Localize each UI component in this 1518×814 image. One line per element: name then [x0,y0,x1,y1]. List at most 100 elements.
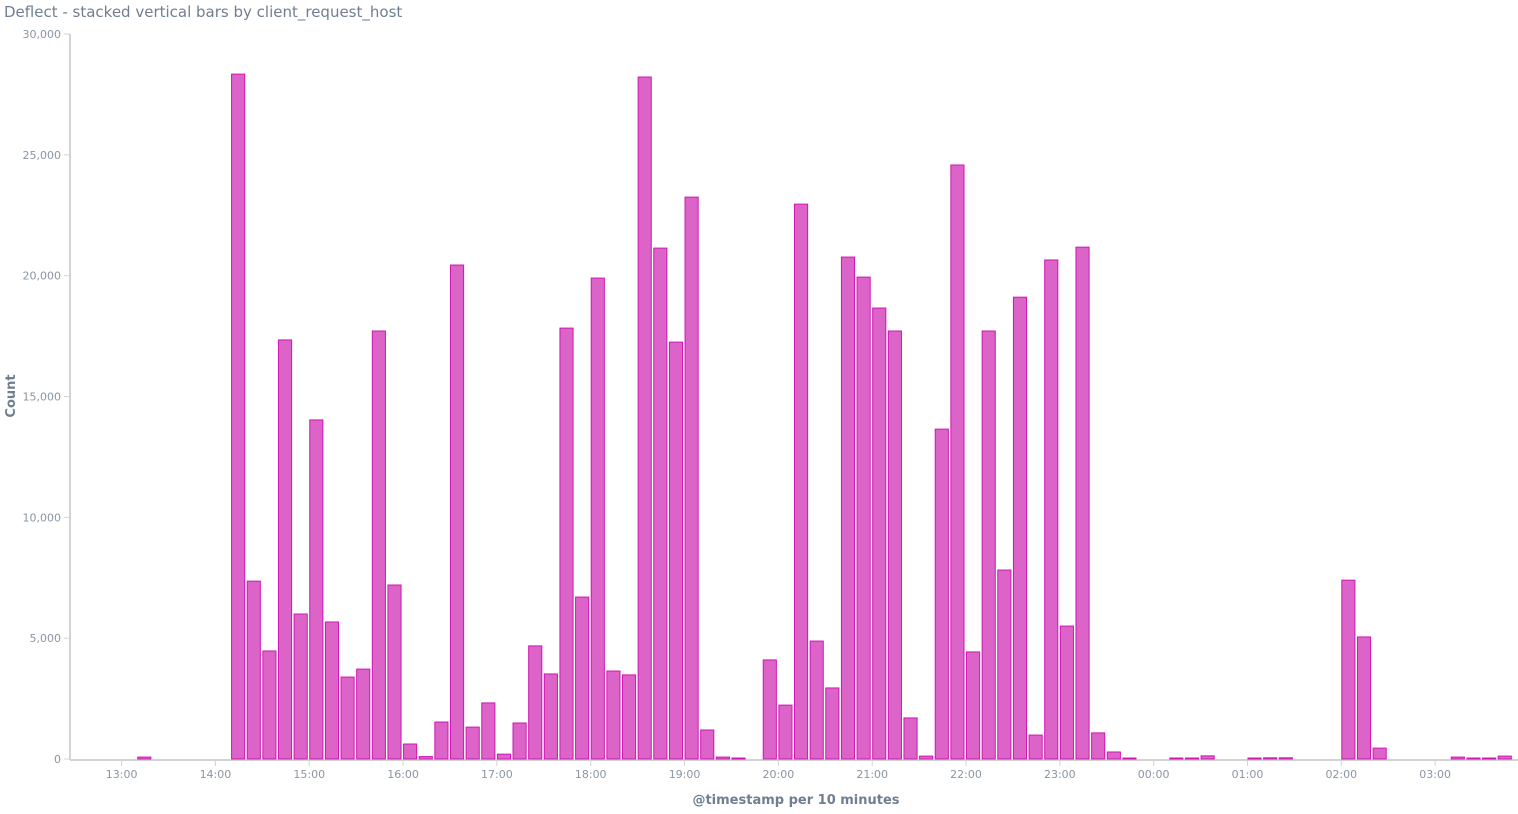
x-tick-label: 17:00 [481,768,513,781]
bar-13:10[interactable] [137,756,152,760]
x-tick-label: 18:00 [575,768,607,781]
bar-03:20[interactable] [1466,757,1481,760]
bar-14:50[interactable] [293,613,308,760]
bar-20:30[interactable] [825,687,840,760]
bar-17:40[interactable] [559,327,574,760]
bar-16:40[interactable] [465,726,480,760]
bar-19:50[interactable] [762,659,777,760]
bar-23:00[interactable] [1059,625,1074,760]
bar-03:40[interactable] [1497,755,1512,760]
bar-01:20[interactable] [1278,757,1293,760]
bar-18:20[interactable] [621,674,637,760]
bar-18:10[interactable] [606,670,621,760]
bar-17:20[interactable] [528,645,543,760]
x-tick-label: 02:00 [1325,768,1357,781]
bar-22:40[interactable] [1028,734,1043,760]
y-tick-label: 0 [54,753,61,766]
bar-15:10[interactable] [324,621,340,760]
bar-19:10[interactable] [700,729,715,760]
bar-19:30[interactable] [731,757,746,760]
bar-15:20[interactable] [340,676,355,760]
bar-15:40[interactable] [371,330,386,760]
bar-14:20[interactable] [246,580,261,760]
bar-16:20[interactable] [434,721,449,760]
bar-19:20[interactable] [715,756,730,760]
y-tick-label: 15,000 [23,391,62,404]
chart-title: Deflect - stacked vertical bars by clien… [4,3,403,21]
x-tick-label: 16:00 [387,768,419,781]
bar-22:20[interactable] [997,569,1012,760]
bar-00:10[interactable] [1169,757,1184,760]
bar-17:50[interactable] [575,596,590,760]
y-axis-label: Count [4,374,19,417]
bar-18:00[interactable] [590,277,605,760]
bar-16:00[interactable] [403,743,418,760]
x-axis-label: @timestamp per 10 minutes [692,793,899,808]
x-tick-label: 14:00 [200,768,232,781]
x-tick-label: 15:00 [293,768,325,781]
y-tick-label: 10,000 [23,511,62,524]
bar-16:50[interactable] [481,702,496,760]
y-tick-label: 25,000 [23,149,62,162]
bar-15:30[interactable] [356,668,371,760]
x-tick-label: 22:00 [950,768,982,781]
bar-20:40[interactable] [840,256,856,760]
x-tick-label: 20:00 [763,768,795,781]
x-tick-label: 13:00 [106,768,138,781]
bar-21:20[interactable] [903,717,918,760]
x-axis: 13:00 14:00 15:00 16:00 17:00 18:00 19:00 20:00… [70,759,1518,781]
bar-02:00[interactable] [1341,579,1356,760]
y-tick-label: 30,000 [23,28,62,41]
bar-17:10[interactable] [512,722,527,760]
bar-03:10[interactable] [1450,756,1465,760]
x-tick-label: 23:00 [1044,768,1076,781]
x-tick-label: 01:00 [1232,768,1264,781]
bar-15:50[interactable] [387,584,402,760]
bar-02:10[interactable] [1356,636,1372,760]
bar-17:30[interactable] [543,673,558,760]
x-tick-label: 21:00 [856,768,888,781]
bar-22:30[interactable] [1012,296,1028,760]
bar-01:10[interactable] [1263,757,1278,760]
bar-14:10[interactable] [231,73,246,760]
y-tick-label: 5,000 [30,632,62,645]
bar-17:00[interactable] [496,753,512,760]
bar-03:30[interactable] [1482,757,1497,760]
bar-20:20[interactable] [809,640,824,760]
bar-15:00[interactable] [309,419,324,760]
bar-21:40[interactable] [934,428,949,760]
bar-16:30[interactable] [449,264,465,760]
bar-22:00[interactable] [966,651,981,760]
x-tick-label: 00:00 [1138,768,1170,781]
bar-23:40[interactable] [1122,757,1137,760]
bar-00:20[interactable] [1184,757,1200,760]
bar-20:00[interactable] [778,704,793,760]
bar-21:10[interactable] [887,330,902,760]
bar-20:50[interactable] [856,276,871,760]
bar-20:10[interactable] [794,203,809,760]
bar-21:50[interactable] [950,164,965,760]
bars [137,73,1512,760]
bar-18:30[interactable] [637,76,652,760]
bar-00:30[interactable] [1200,755,1215,760]
x-tick-label: 19:00 [669,768,701,781]
bar-23:20[interactable] [1091,732,1106,760]
bar-18:50[interactable] [668,341,684,760]
bar-19:00[interactable] [684,196,699,760]
bar-23:10[interactable] [1075,246,1090,760]
bar-22:10[interactable] [981,330,996,760]
bar-02:20[interactable] [1372,747,1387,760]
y-tick-label: 20,000 [23,270,62,283]
bar-16:10[interactable] [418,756,433,760]
bar-14:40[interactable] [277,339,293,760]
bar-18:40[interactable] [653,247,668,760]
bar-21:30[interactable] [919,755,934,760]
bar-14:30[interactable] [262,650,277,760]
bar-21:00[interactable] [872,307,887,760]
x-tick-label: 03:00 [1419,768,1451,781]
y-axis: 0 5,000 10,000 15,000 20,000 25,000 30,000 [23,28,71,766]
bar-01:00[interactable] [1247,757,1262,760]
bar-22:50[interactable] [1044,259,1059,760]
bar-23:30[interactable] [1106,751,1121,760]
